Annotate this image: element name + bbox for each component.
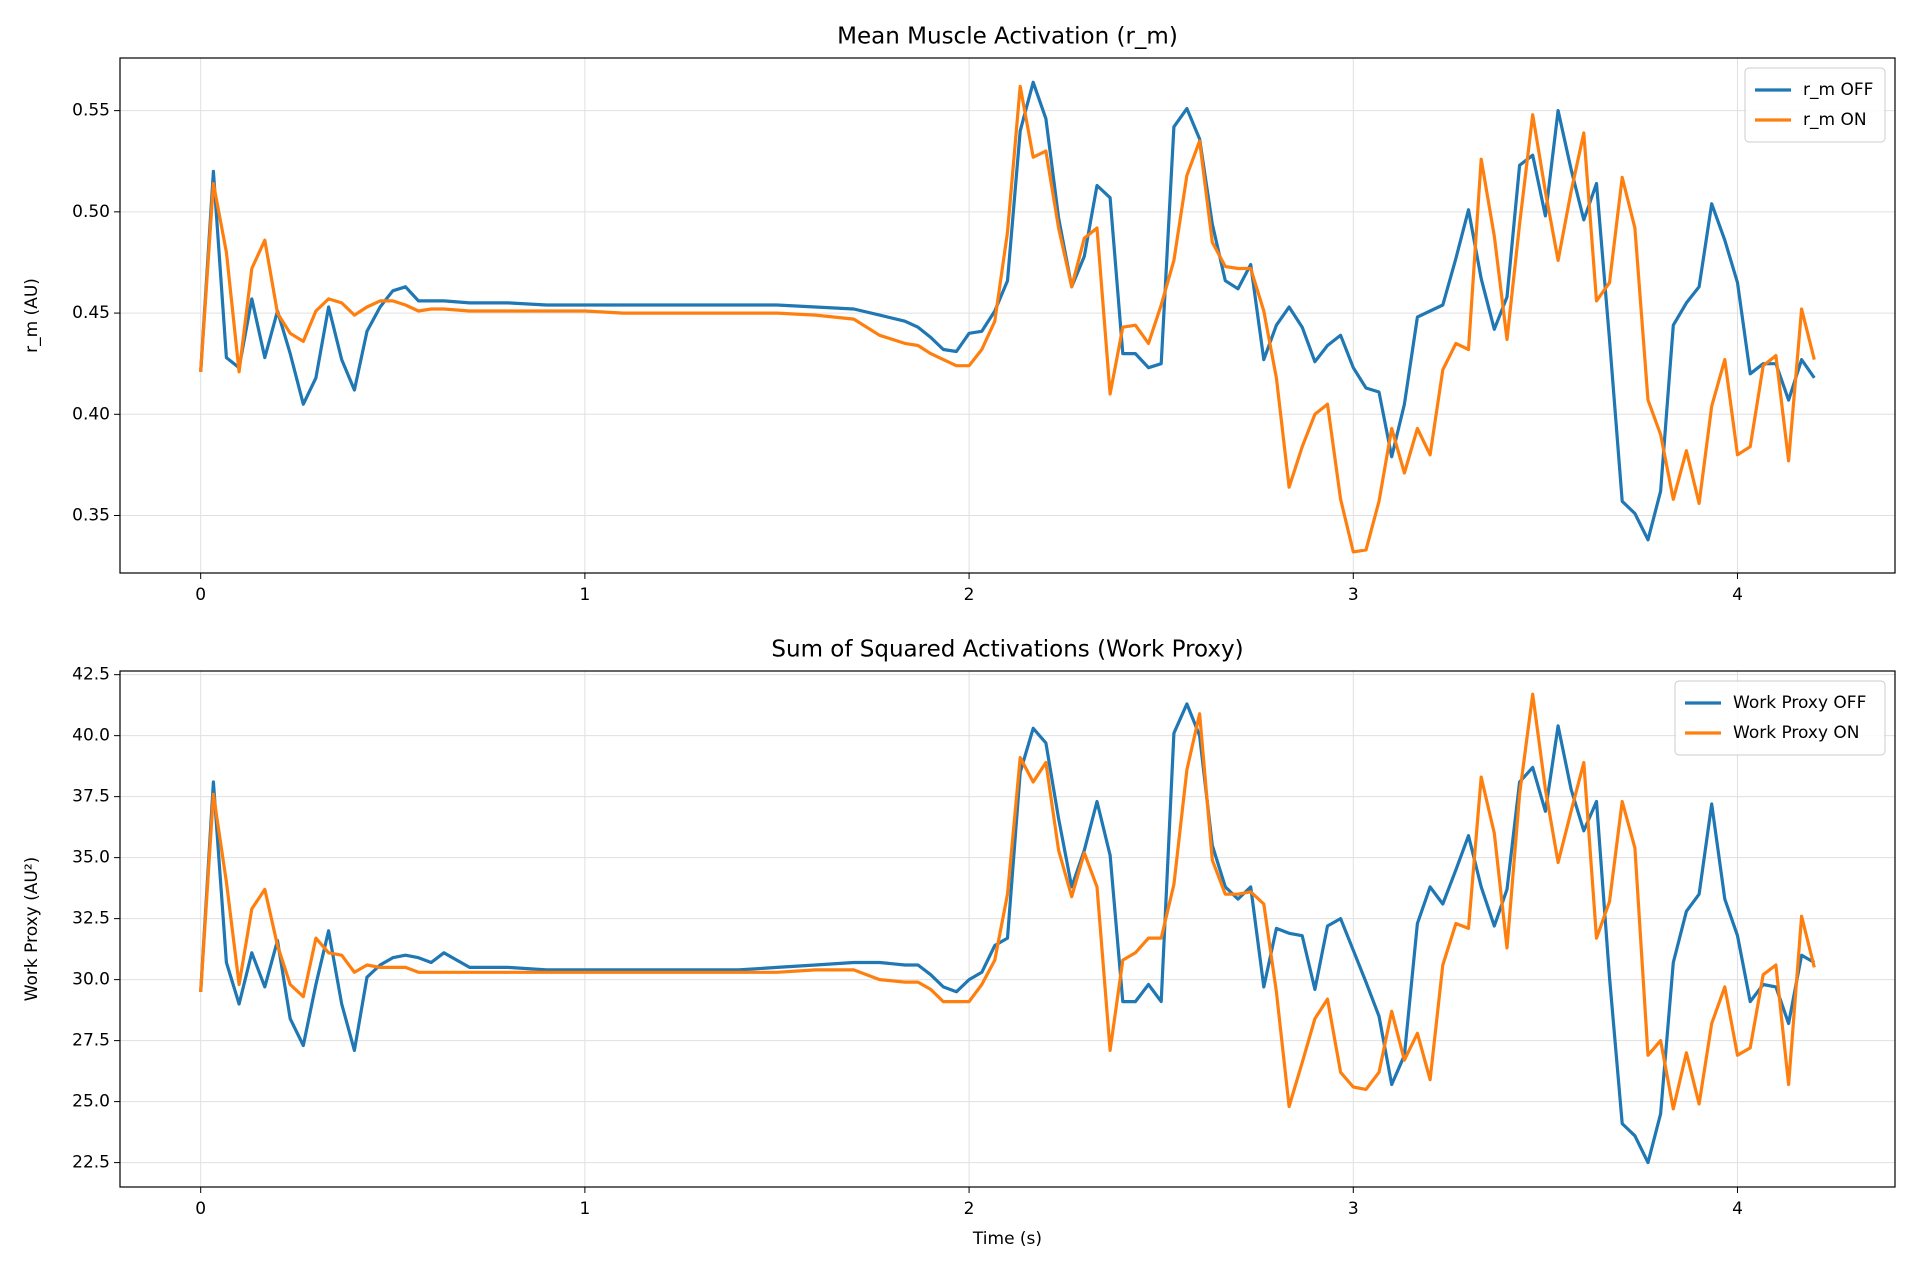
data-line	[199, 84, 1816, 554]
y-tick-label: 0.50	[72, 202, 110, 222]
x-tick-label: 2	[964, 1199, 975, 1219]
chart-title: Sum of Squared Activations (Work Proxy)	[771, 637, 1243, 663]
y-tick-label: 27.5	[72, 1031, 110, 1051]
legend-label: Work Proxy ON	[1733, 723, 1860, 743]
y-tick-label: 0.45	[72, 303, 110, 323]
x-tick-label: 3	[1348, 1199, 1359, 1219]
data-line	[199, 702, 1816, 1165]
x-tick-label: 0	[195, 585, 206, 605]
data-line	[199, 692, 1816, 1111]
y-tick-label: 32.5	[72, 909, 110, 929]
data-line	[199, 80, 1816, 542]
x-tick-label: 3	[1348, 585, 1359, 605]
y-axis-label: r_m (AU)	[22, 278, 42, 353]
x-tick-label: 2	[964, 585, 975, 605]
y-tick-label: 35.0	[72, 848, 110, 868]
legend-label: Work Proxy OFF	[1733, 693, 1866, 713]
y-tick-label: 30.0	[72, 970, 110, 990]
plot-frame	[119, 670, 1896, 1188]
y-tick-label: 0.40	[72, 404, 110, 424]
chart-title: Mean Muscle Activation (r_m)	[837, 24, 1178, 50]
x-tick-label: 0	[195, 1199, 206, 1219]
y-tick-label: 0.35	[72, 506, 110, 526]
y-tick-label: 37.5	[72, 787, 110, 807]
x-axis-label: Time (s)	[972, 1229, 1042, 1249]
plot-frame	[119, 57, 1896, 574]
y-axis-label: Work Proxy (AU²)	[22, 857, 42, 1002]
x-tick-label: 4	[1732, 1199, 1743, 1219]
legend-box	[1674, 680, 1886, 756]
x-tick-label: 1	[579, 1199, 590, 1219]
x-tick-label: 1	[579, 585, 590, 605]
legend-label: r_m OFF	[1803, 80, 1873, 100]
y-tick-label: 25.0	[72, 1092, 110, 1112]
legend-label: r_m ON	[1803, 110, 1867, 130]
y-tick-label: 0.55	[72, 101, 110, 121]
x-tick-label: 4	[1732, 585, 1743, 605]
y-tick-label: 42.5	[72, 665, 110, 685]
y-tick-label: 22.5	[72, 1153, 110, 1173]
legend-box	[1744, 67, 1886, 143]
y-tick-label: 40.0	[72, 726, 110, 746]
